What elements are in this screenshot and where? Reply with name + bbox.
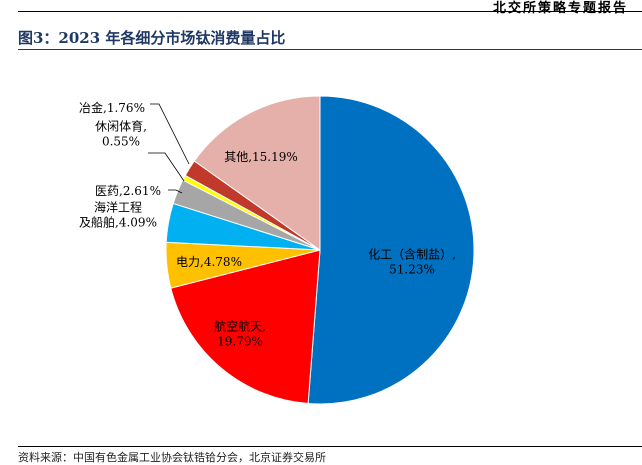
slice-label-6-line-2: 0.55% [102,135,140,149]
slice-label-4-line-2: 及船舶,4.09% [79,215,157,230]
slice-label-7-line-1: 冶金,1.76% [79,100,145,115]
slice-label-2-line-2: 19.79% [217,335,263,349]
leader-line-5 [168,189,183,194]
leader-line-6 [148,152,185,182]
slice-labels: 化工（含制盐）,51.23% 航空航天,19.79% 电力,4.78% 海洋工程及船舶… [79,100,456,349]
report-brand: 北交所策略专题报告 [492,1,628,16]
slice-label-2-line-1: 航空航天, [214,319,266,334]
title-rule [18,49,642,50]
pie-slice-2 [170,249,321,405]
slice-label-8-line-1: 其他,15.19% [224,150,298,164]
pie-slices [165,95,475,405]
pie-slice-1 [307,95,475,405]
slice-label-5-line-1: 医药,2.61% [95,184,161,198]
figure-title: 图3：2023 年各细分市场钛消费量占比 [18,29,286,47]
pie-slice-8 [193,95,321,251]
slice-label-4-line-1: 海洋工程 [94,200,142,215]
slice-label-3-line-1: 电力,4.78% [176,255,242,269]
slice-label-6-line-1: 休闲体育, [95,119,147,134]
slice-label-1-line-2: 51.23% [389,263,435,277]
header-rule [18,11,642,12]
leader-line-7 [150,103,190,165]
footer-rule [18,446,642,447]
label-leader-lines [148,103,190,194]
slice-label-1-line-1: 化工（含制盐）, [368,247,456,262]
source-note: 资料来源：中国有色金属工业协会钛锆铪分会，北京证券交易所 [18,451,326,464]
